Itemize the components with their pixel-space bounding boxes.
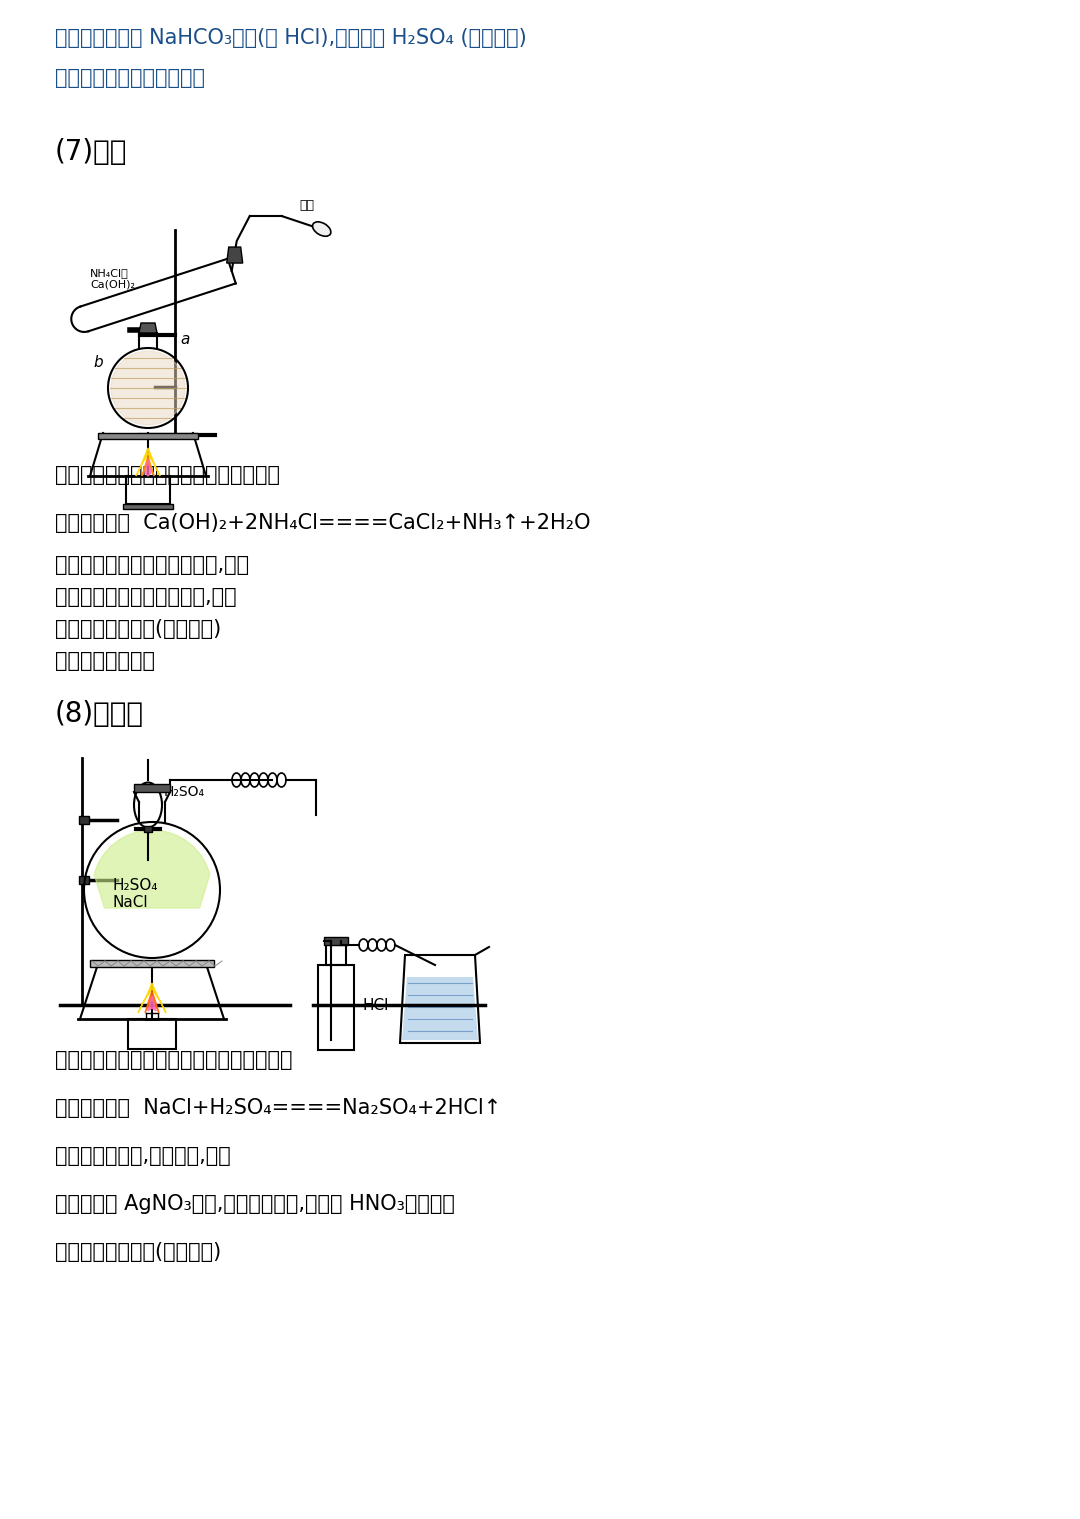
- Text: 检验：通入 AgNO₃溶液,产生白色沉淀,再加稀 HNO₃沉淀不溶: 检验：通入 AgNO₃溶液,产生白色沉淀,再加稀 HNO₃沉淀不溶: [55, 1194, 455, 1214]
- Text: 检验：湿润的红色石蕊试纸,变蓝: 检验：湿润的红色石蕊试纸,变蓝: [55, 586, 237, 608]
- Polygon shape: [139, 324, 157, 333]
- Polygon shape: [138, 983, 166, 1013]
- Bar: [134, 784, 170, 791]
- Ellipse shape: [312, 222, 330, 237]
- Polygon shape: [145, 990, 159, 1013]
- Bar: [98, 433, 198, 439]
- Text: 除杂：通入碱石灰(除水蒸气): 除杂：通入碱石灰(除水蒸气): [55, 620, 221, 639]
- Text: 制取方程式：  NaCl+H₂SO₄====Na₂SO₄+2HCl↑: 制取方程式： NaCl+H₂SO₄====Na₂SO₄+2HCl↑: [55, 1098, 501, 1118]
- Text: HCl: HCl: [362, 998, 389, 1013]
- Polygon shape: [94, 831, 210, 908]
- Text: 棉花: 棉花: [300, 199, 314, 213]
- Text: 收集：排水法或向上排气法: 收集：排水法或向上排气法: [55, 68, 205, 88]
- Bar: [123, 504, 173, 509]
- Bar: [79, 876, 89, 884]
- Polygon shape: [141, 456, 154, 475]
- Bar: [318, 965, 354, 1050]
- Bar: [326, 945, 346, 965]
- Text: 制取原理：高沸点酸与金属氯化物的复分解: 制取原理：高沸点酸与金属氯化物的复分解: [55, 1050, 293, 1069]
- Polygon shape: [402, 977, 478, 1041]
- Polygon shape: [136, 448, 160, 475]
- Text: NH₄Cl和
Ca(OH)₂: NH₄Cl和 Ca(OH)₂: [90, 267, 135, 290]
- Text: 装置：略微向下倾斜的大试管,加热: 装置：略微向下倾斜的大试管,加热: [55, 554, 249, 576]
- Bar: [90, 960, 214, 968]
- Bar: [324, 937, 348, 945]
- Text: 装置：分液漏斗,圆底烧瓶,加热: 装置：分液漏斗,圆底烧瓶,加热: [55, 1145, 231, 1167]
- Bar: [79, 816, 89, 823]
- Polygon shape: [145, 460, 151, 475]
- Bar: [144, 826, 152, 832]
- Text: 收集：向下排气法: 收集：向下排气法: [55, 652, 156, 671]
- Text: 除杂：通入浓硫酸(除水蒸气): 除杂：通入浓硫酸(除水蒸气): [55, 1243, 221, 1262]
- Bar: [129, 1019, 176, 1050]
- Text: 除杂：通入饱和 NaHCO₃溶液(除 HCl),再通入浓 H₂SO₄ (除水蒸气): 除杂：通入饱和 NaHCO₃溶液(除 HCl),再通入浓 H₂SO₄ (除水蒸气…: [55, 27, 527, 49]
- Polygon shape: [148, 996, 156, 1012]
- Polygon shape: [111, 351, 185, 425]
- Text: (7)氨气: (7)氨气: [55, 138, 127, 166]
- Text: (8)氯化氢: (8)氯化氢: [55, 700, 144, 728]
- Text: 制取方程式：  Ca(OH)₂+2NH₄Cl====CaCl₂+NH₃↑+2H₂O: 制取方程式： Ca(OH)₂+2NH₄Cl====CaCl₂+NH₃↑+2H₂O: [55, 513, 591, 533]
- Bar: [126, 475, 170, 504]
- Text: H₂SO₄: H₂SO₄: [164, 785, 205, 799]
- Text: 制取原理：固体铵盐与固体强碱的复分解: 制取原理：固体铵盐与固体强碱的复分解: [55, 465, 280, 485]
- Text: b: b: [93, 355, 103, 371]
- Polygon shape: [227, 248, 243, 263]
- Text: a: a: [180, 333, 189, 348]
- Text: H₂SO₄
NaCl: H₂SO₄ NaCl: [112, 878, 158, 910]
